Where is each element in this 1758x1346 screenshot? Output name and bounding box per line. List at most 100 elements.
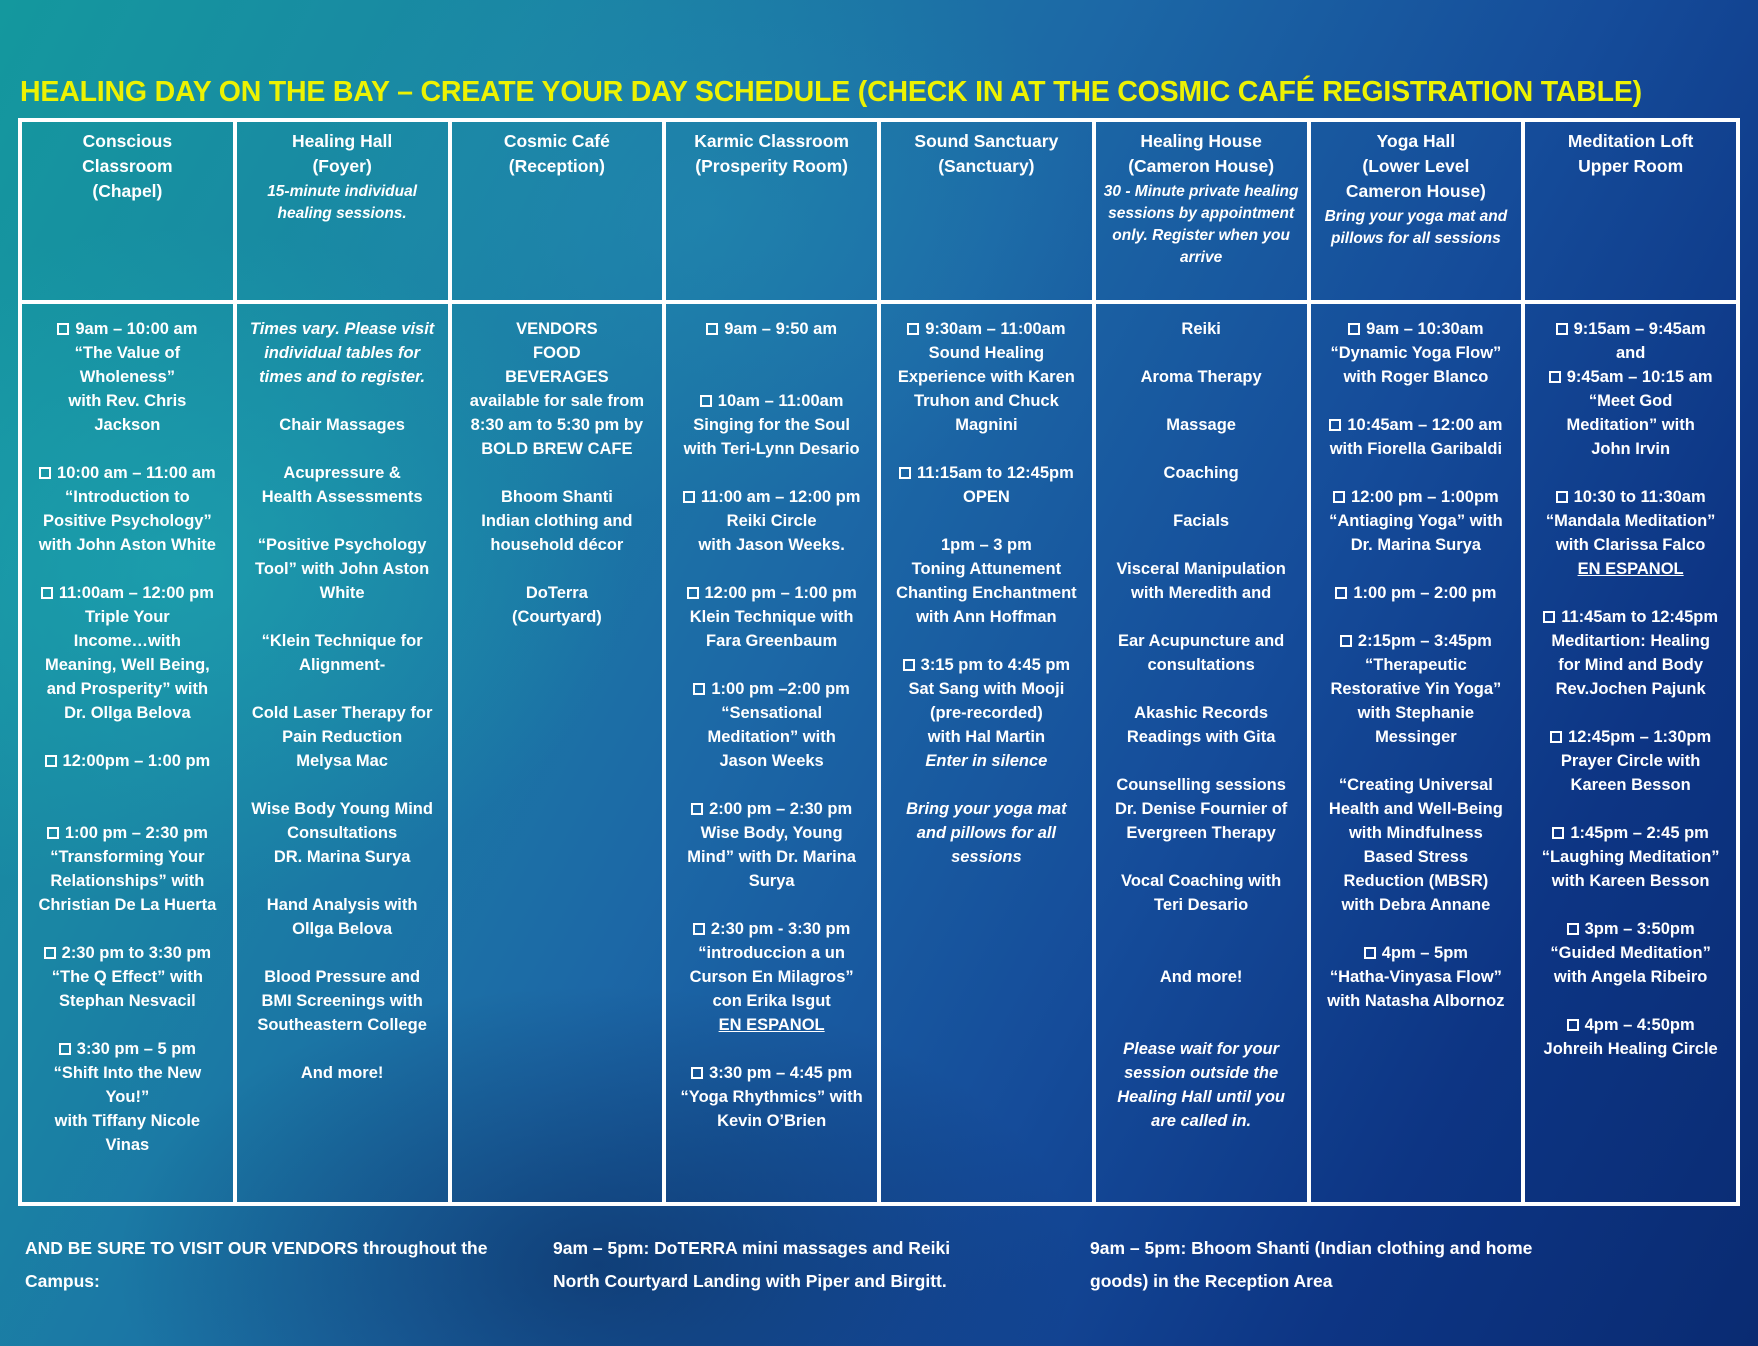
event-line: times and to register.: [259, 368, 426, 386]
event-line: with Teri-Lynn Desario: [683, 440, 860, 458]
schedule-event: 11:00 am – 12:00 pm Reiki Circle with Jaso…: [670, 485, 873, 557]
schedule-event: 12:00 pm – 1:00 pm Klein Technique with Fa…: [670, 581, 873, 653]
event-line: Vinas: [105, 1136, 150, 1154]
event-line: Reduction (MBSR): [1343, 872, 1489, 890]
event-line: “Positive Psychology: [257, 536, 427, 554]
event-line: 1:00 pm – 2:00 pm: [1315, 581, 1518, 605]
event-line: and Prosperity” with: [46, 680, 209, 698]
column-title: Sound Sanctuary (Sanctuary): [914, 131, 1059, 176]
event-line: 9am – 10:00 am: [26, 317, 229, 341]
checkbox-icon: [40, 587, 53, 599]
event-line: 3:15 pm to 4:45 pm: [885, 653, 1088, 677]
event-line: “Guided Meditation”: [1550, 944, 1711, 962]
event-line: 12:45pm – 1:30pm: [1529, 725, 1732, 749]
event-line: 11:15am to 12:45pm: [885, 461, 1088, 485]
event-line: 2:15pm – 3:45pm: [1315, 629, 1518, 653]
event-line: Relationships” with: [50, 872, 205, 890]
column-title: Karmic Classroom (Prosperity Room): [694, 131, 849, 176]
schedule-event: Vocal Coaching with Teri Desario: [1100, 869, 1303, 917]
footer-bhoom-note: 9am – 5pm: Bhoom Shanti (Indian clothing…: [1090, 1238, 1533, 1291]
event-line: “Klein Technique for: [261, 632, 423, 650]
column-header: Karmic Classroom (Prosperity Room): [666, 122, 877, 304]
event-line: Acupressure &: [283, 464, 401, 482]
event-line: individual tables for: [264, 344, 421, 362]
schedule-event: 2:30 pm - 3:30 pm “introduccion a un Curso…: [670, 917, 873, 1037]
event-line: “Mandala Meditation”: [1545, 512, 1716, 530]
column-title: Healing House (Cameron House): [1128, 131, 1275, 176]
schedule-event: 1:00 pm – 2:30 pm “Transforming Your Relat…: [26, 821, 229, 917]
event-line: 10:45am – 12:00 am: [1315, 413, 1518, 437]
event-line: with Natasha Albornoz: [1327, 992, 1505, 1010]
schedule-event: Acupressure & Health Assessments: [241, 461, 444, 509]
schedule-event: Massage: [1100, 413, 1303, 437]
event-line: “Yoga Rhythmics” with: [680, 1088, 863, 1106]
schedule-event: DoTerra (Courtyard): [456, 581, 659, 629]
checkbox-icon: [699, 395, 712, 407]
checkbox-icon: [691, 803, 704, 815]
event-line: “Shift Into the New: [53, 1064, 202, 1082]
checkbox-icon: [706, 323, 719, 335]
event-line: Facials: [1173, 512, 1230, 530]
event-line: Kevin O’Brien: [717, 1112, 827, 1130]
event-line: “Hatha-Vinyasa Flow”: [1329, 968, 1502, 986]
column-title: Cosmic Café (Reception): [503, 131, 610, 176]
column-body: VENDORS FOOD BEVERAGES available for sale f…: [452, 304, 663, 1202]
event-line: Evergreen Therapy: [1126, 824, 1276, 842]
checkbox-icon: [1348, 323, 1361, 335]
column-body: 9:30am – 11:00am Sound Healing Experience …: [881, 304, 1092, 1202]
event-line: and: [1615, 344, 1646, 362]
event-line: 11:00am – 12:00 pm: [26, 581, 229, 605]
event-line: 9am – 9:50 am: [670, 317, 873, 341]
event-line: Health Assessments: [261, 488, 423, 506]
event-line: Dr. Marina Surya: [1350, 536, 1481, 554]
event-line: “Antiaging Yoga” with: [1329, 512, 1503, 530]
event-line: 1:00 pm –2:00 pm: [670, 677, 873, 701]
event-line: “Introduction to: [65, 488, 190, 506]
schedule-event: 10:00 am – 11:00 am “Introduction to Posit…: [26, 461, 229, 557]
event-line: Messinger: [1375, 728, 1457, 746]
event-line: with Angela Ribeiro: [1553, 968, 1708, 986]
event-line: “Therapeutic: [1364, 656, 1467, 674]
schedule-event: Blood Pressure and BMI Screenings with Sou…: [241, 965, 444, 1037]
schedule-event: 10:30 to 11:30am “Mandala Meditation” with…: [1529, 485, 1732, 581]
checkbox-icon: [1363, 947, 1376, 959]
event-line: Reiki: [1181, 320, 1221, 338]
event-line: consultations: [1147, 656, 1255, 674]
checkbox-icon: [57, 323, 70, 335]
schedule-column: Sound Sanctuary (Sanctuary) 9:30am – 11:0…: [881, 122, 1096, 1202]
event-line: 11:45am to 12:45pm: [1529, 605, 1732, 629]
checkbox-icon: [1335, 587, 1348, 599]
event-line: Curson En Milagros”: [689, 968, 854, 986]
event-line: with Clarissa Falco: [1555, 536, 1706, 554]
event-line: Chanting Enchantment: [896, 584, 1077, 602]
event-line: BEVERAGES: [505, 368, 609, 386]
column-title: Healing Hall (Foyer): [292, 131, 393, 176]
event-line: with Ann Hoffman: [916, 608, 1057, 626]
schedule-event: 11:00am – 12:00 pm Triple Your Income…with…: [26, 581, 229, 725]
event-line: with Rev. Chris: [68, 392, 187, 410]
column-title: Yoga Hall (Lower Level Cameron House): [1345, 131, 1486, 201]
event-line: Hand Analysis with: [266, 896, 418, 914]
event-line: Tool” with John Aston: [255, 560, 430, 578]
schedule-event: And more!: [1100, 965, 1303, 989]
event-line: “introduccion a un: [698, 944, 845, 962]
schedule-event: 9:30am – 11:00am Sound Healing Experience …: [885, 317, 1088, 437]
schedule-event: Aroma Therapy: [1100, 365, 1303, 389]
event-line: with John Aston White: [38, 536, 216, 554]
event-line: are called in.: [1151, 1112, 1252, 1130]
event-line: 12:00 pm – 1:00 pm: [670, 581, 873, 605]
event-line: Restorative Yin Yoga”: [1330, 680, 1502, 698]
schedule-event: 9am – 10:00 am “The Value of Wholeness” wit…: [26, 317, 229, 437]
schedule-event: 11:15am to 12:45pm OPEN: [885, 461, 1088, 509]
event-line: Toning Attunement: [911, 560, 1062, 578]
schedule-event: Reiki: [1100, 317, 1303, 341]
checkbox-icon: [686, 587, 699, 599]
event-line: 10:30 to 11:30am: [1529, 485, 1732, 509]
event-line: VENDORS: [516, 320, 598, 338]
event-line: Meditation” with: [1566, 416, 1695, 434]
event-line: Blood Pressure and: [264, 968, 421, 986]
schedule-column: Healing House (Cameron House) 30 - Minute…: [1095, 122, 1311, 1202]
event-line: Experience with Karen: [897, 368, 1075, 386]
schedule-event: Facials: [1100, 509, 1303, 533]
